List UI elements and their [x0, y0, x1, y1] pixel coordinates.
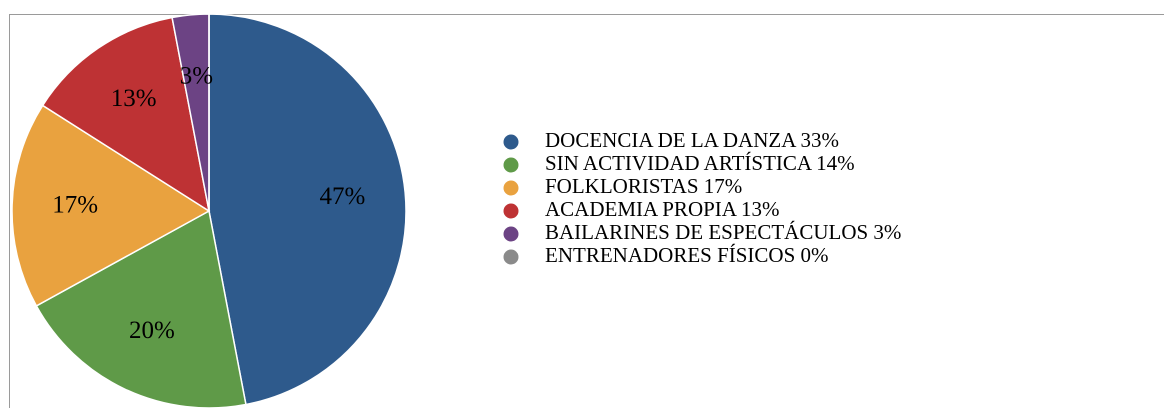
legend-marker [503, 180, 519, 196]
legend-marker [503, 203, 519, 219]
pie-slice [208, 13, 407, 406]
slice-label: 47% [319, 183, 365, 210]
legend-marker [503, 226, 519, 242]
slice-label: 17% [52, 192, 98, 219]
slice-label: 20% [129, 317, 175, 344]
legend-label: FOLKLORISTAS 17% [545, 174, 742, 198]
slice-label: 3% [180, 62, 213, 89]
legend-marker [503, 134, 519, 150]
legend-label: BAILARINES DE ESPECTÁCULOS 3% [545, 220, 901, 244]
legend-marker [503, 249, 519, 265]
pie-slice [41, 16, 211, 213]
legend-marker [503, 157, 519, 173]
legend-label: ACADEMIA PROPIA 13% [545, 197, 780, 221]
legend-label: DOCENCIA DE LA DANZA 33% [545, 128, 839, 152]
legend-label: ENTRENADORES FÍSICOS 0% [545, 243, 829, 267]
legend-label: SIN ACTIVIDAD ARTÍSTICA 14% [545, 151, 855, 175]
slice-label: 13% [111, 85, 157, 112]
pie-slice [11, 104, 211, 307]
frame [9, 14, 1164, 408]
